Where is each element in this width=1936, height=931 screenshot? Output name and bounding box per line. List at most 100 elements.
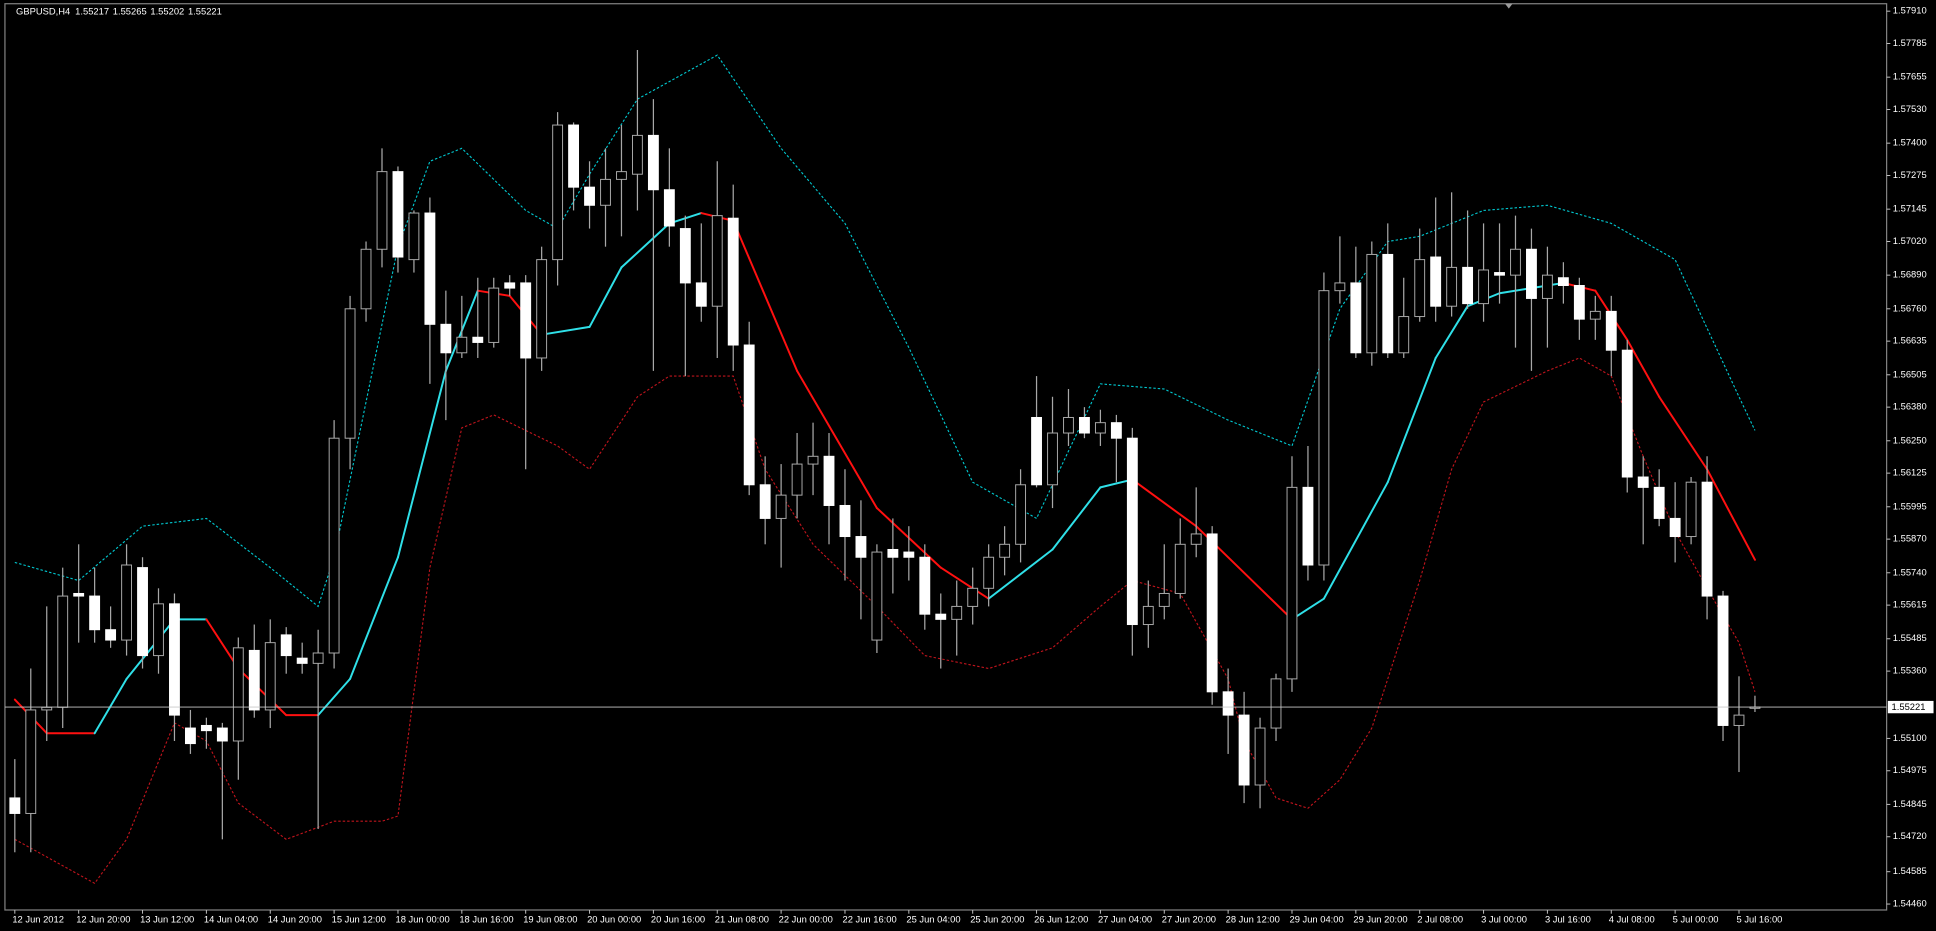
y-tick-label: 1.56760	[1893, 303, 1927, 313]
x-tick-label: 5 Jul 16:00	[1737, 914, 1783, 924]
y-tick-label: 1.54845	[1893, 799, 1927, 809]
candle-body	[679, 228, 691, 284]
candle-body	[169, 603, 180, 716]
x-tick-label: 15 Jun 12:00	[332, 914, 386, 924]
plot-frame	[4, 3, 1888, 911]
x-tick-label: 13 Jun 12:00	[140, 914, 194, 924]
candle-body	[632, 134, 643, 175]
candle-body	[1669, 517, 1681, 538]
candle-body	[264, 642, 276, 711]
candle-body	[727, 217, 739, 346]
open-value: 1.55217	[75, 7, 109, 17]
candle-body	[424, 212, 436, 325]
y-tick-label: 1.55995	[1893, 501, 1927, 511]
candle-body	[504, 282, 516, 289]
band-line	[14, 357, 1756, 885]
candle-body	[1142, 605, 1154, 626]
candle-body	[663, 189, 675, 227]
y-tick-label: 1.55360	[1893, 666, 1927, 676]
middle-line	[125, 618, 176, 680]
candle-body	[216, 727, 228, 742]
candle-body	[296, 657, 308, 664]
close-value: 1.55221	[188, 7, 222, 17]
candle-body	[1733, 714, 1745, 726]
candle-body	[89, 595, 101, 631]
y-tick-label: 1.56125	[1893, 468, 1927, 478]
y-tick-label: 1.56380	[1893, 402, 1927, 412]
x-tick-label: 22 Jun 16:00	[843, 914, 897, 924]
candle-body	[1222, 691, 1234, 716]
x-tick-label: 3 Jul 00:00	[1481, 914, 1527, 924]
price-label: 1.55221	[1892, 702, 1926, 712]
x-tick-label: 14 Jun 04:00	[204, 914, 258, 924]
candle-body	[1190, 533, 1202, 545]
candle-body	[1478, 269, 1489, 305]
x-tick-label: 20 Jun 16:00	[651, 914, 705, 924]
x-tick-label: 29 Jun 20:00	[1353, 914, 1407, 924]
candle-body	[440, 323, 452, 354]
candle-body	[9, 797, 21, 814]
candle-body	[584, 186, 595, 206]
middle-line	[396, 369, 447, 559]
y-tick-label: 1.54460	[1893, 899, 1927, 909]
x-tick-label: 4 Jul 08:00	[1609, 914, 1655, 924]
x-tick-label: 25 Jun 04:00	[906, 914, 960, 924]
candle-body	[887, 548, 899, 558]
candle-body	[919, 556, 931, 615]
middle-line	[349, 556, 399, 680]
candle-body	[1270, 678, 1282, 729]
candle-body	[871, 551, 883, 641]
middle-line	[620, 222, 671, 269]
candle-body	[1685, 481, 1697, 538]
candle-body	[184, 727, 196, 745]
candle-body	[1494, 272, 1505, 276]
candle-body	[1174, 543, 1186, 594]
middle-line	[317, 677, 352, 717]
candle-body	[137, 567, 148, 657]
candle-body	[711, 215, 723, 307]
y-tick-label: 1.57275	[1893, 170, 1927, 180]
candle-body	[520, 282, 532, 359]
y-tick-label: 1.54585	[1893, 866, 1927, 876]
x-tick-label: 14 Jun 20:00	[268, 914, 322, 924]
x-tick-label: 2 Jul 08:00	[1417, 914, 1463, 924]
candle-body	[1015, 484, 1027, 545]
low-value: 1.55202	[150, 7, 184, 17]
candle-body	[57, 595, 69, 708]
candle-body	[983, 556, 995, 589]
x-tick-label: 28 Jun 12:00	[1226, 914, 1280, 924]
symbol: GBPUSD,H4	[16, 7, 70, 17]
candle-body	[1701, 481, 1713, 597]
candle-body	[41, 706, 53, 711]
candle-body	[616, 171, 627, 180]
candle-body	[73, 592, 85, 597]
candle-body	[1366, 253, 1378, 354]
middle-line	[987, 548, 1054, 600]
candle-body	[1286, 486, 1298, 680]
candle-body	[935, 613, 947, 620]
candle-body	[1430, 256, 1442, 307]
candle-body	[1158, 592, 1170, 607]
y-tick-label: 1.56635	[1893, 336, 1927, 346]
candle-body	[1526, 248, 1537, 299]
candle-body	[1063, 416, 1074, 434]
candle-body	[121, 564, 133, 641]
candle-body	[456, 336, 468, 354]
middle-line	[588, 266, 623, 328]
y-tick-label: 1.57655	[1893, 72, 1927, 82]
candle-body	[1031, 416, 1042, 486]
candle-body	[1637, 476, 1649, 488]
x-tick-label: 12 Jun 20:00	[76, 914, 130, 924]
candle-body	[967, 587, 979, 607]
candle-body	[759, 484, 771, 519]
middle-line	[1434, 305, 1469, 359]
x-tick-label: 18 Jun 16:00	[459, 914, 513, 924]
candle-body	[1302, 486, 1314, 566]
x-tick-label: 5 Jul 00:00	[1673, 914, 1719, 924]
candle-body	[232, 647, 244, 742]
middle-line	[1706, 468, 1756, 561]
candle-body	[600, 178, 611, 206]
candle-body	[472, 336, 484, 343]
